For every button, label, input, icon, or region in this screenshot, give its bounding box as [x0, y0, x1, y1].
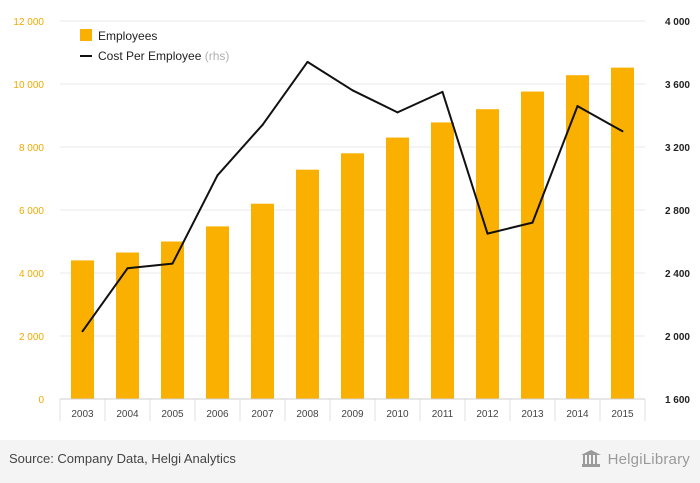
point-cost-per-employee — [486, 232, 489, 235]
bar-employees — [161, 241, 184, 399]
library-icon — [580, 450, 601, 467]
point-cost-per-employee — [306, 60, 309, 63]
y-left-tick-label: 0 — [38, 395, 44, 406]
legend-label-employees: Employees — [98, 29, 157, 43]
bar-employees — [251, 203, 274, 399]
point-cost-per-employee — [351, 89, 354, 92]
x-tick-label: 2005 — [161, 409, 184, 420]
y-left-tick-label: 2 000 — [19, 332, 44, 343]
x-tick-label: 2010 — [386, 409, 409, 420]
y-right-tick-label: 4 000 — [665, 17, 690, 28]
bar-employees — [611, 67, 634, 400]
grid-lines — [59, 20, 646, 421]
bar-series — [71, 67, 634, 400]
x-tick-label: 2015 — [611, 409, 634, 420]
point-cost-per-employee — [531, 221, 534, 224]
bar-employees — [206, 226, 229, 399]
point-cost-per-employee — [126, 267, 129, 270]
line-series — [81, 60, 624, 333]
x-tick-label: 2011 — [432, 409, 454, 420]
legend-label-suffix: (rhs) — [205, 49, 230, 63]
point-cost-per-employee — [81, 330, 84, 333]
point-cost-per-employee — [621, 130, 624, 133]
point-cost-per-employee — [576, 105, 579, 108]
point-cost-per-employee — [396, 111, 399, 114]
y-right-tick-label: 1 600 — [665, 395, 690, 406]
bar-employees — [431, 122, 454, 400]
bar-employees — [566, 75, 589, 400]
legend: Employees Cost Per Employee (rhs) — [80, 29, 229, 63]
x-tick-label: 2012 — [476, 409, 499, 420]
legend-swatch-employees — [80, 29, 92, 41]
y-right-tick-label: 3 600 — [665, 80, 690, 91]
legend-label-cost: Cost Per Employee (rhs) — [98, 49, 229, 63]
x-tick-label: 2014 — [566, 409, 589, 420]
y-right-tick-label: 2 400 — [665, 269, 690, 280]
bar-employees — [116, 252, 139, 399]
y-left-tick-label: 10 000 — [13, 80, 44, 91]
y-left-tick-label: 4 000 — [19, 269, 44, 280]
x-tick-label: 2007 — [251, 409, 274, 420]
x-tick-label: 2008 — [296, 409, 319, 420]
point-cost-per-employee — [261, 123, 264, 126]
bar-employees — [296, 169, 319, 399]
footer-bar: Source: Company Data, Helgi Analytics He… — [0, 440, 700, 483]
brand-logo-group: HelgiLibrary — [580, 448, 690, 470]
x-tick-label: 2006 — [206, 409, 229, 420]
x-tick-label: 2013 — [521, 409, 544, 420]
x-tick-label: 2009 — [341, 409, 364, 420]
y-left-tick-label: 6 000 — [19, 206, 44, 217]
brand-name: HelgiLibrary — [607, 450, 690, 468]
y-right-tick-label: 3 200 — [665, 143, 690, 154]
y-right-tick-label: 2 000 — [665, 332, 690, 343]
combo-chart: 0 1 600 2 000 2 000 4 000 2 400 6 000 2 800 8 00… — [13, 17, 690, 421]
y-right-tick-label: 2 800 — [665, 206, 690, 217]
bar-employees — [476, 109, 499, 399]
x-tick-label: 2004 — [116, 409, 139, 420]
point-cost-per-employee — [171, 262, 174, 265]
bar-employees — [341, 153, 364, 399]
bar-employees — [521, 91, 544, 399]
axes: 0 1 600 2 000 2 000 4 000 2 400 6 000 2 800 8 00… — [13, 17, 690, 420]
y-left-tick-label: 8 000 — [19, 143, 44, 154]
x-tick-label: 2003 — [71, 409, 94, 420]
source-note: Source: Company Data, Helgi Analytics — [9, 451, 236, 466]
bar-employees — [386, 137, 409, 400]
point-cost-per-employee — [441, 90, 444, 93]
y-left-tick-label: 12 000 — [13, 17, 44, 28]
point-cost-per-employee — [216, 174, 219, 177]
